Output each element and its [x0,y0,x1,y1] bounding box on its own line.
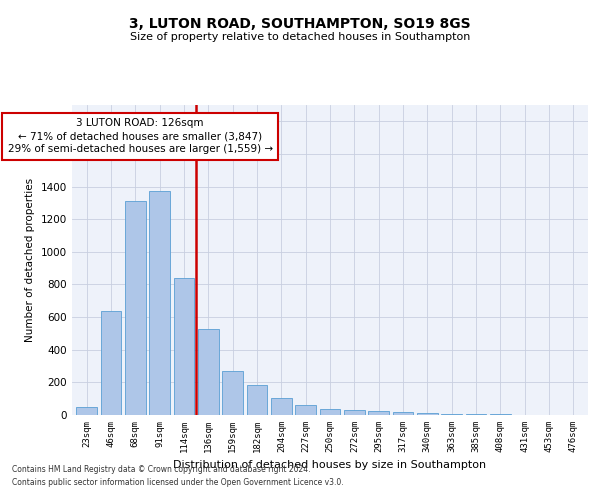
Text: 3 LUTON ROAD: 126sqm
← 71% of detached houses are smaller (3,847)
29% of semi-de: 3 LUTON ROAD: 126sqm ← 71% of detached h… [8,118,273,154]
Bar [344,410,365,415]
Bar [417,414,438,415]
Bar [320,410,340,415]
Bar [247,385,268,415]
Bar [368,411,389,415]
Bar [101,310,121,415]
X-axis label: Distribution of detached houses by size in Southampton: Distribution of detached houses by size … [173,460,487,470]
Bar [149,192,170,415]
Text: Size of property relative to detached houses in Southampton: Size of property relative to detached ho… [130,32,470,42]
Bar [490,414,511,415]
Bar [442,414,462,415]
Bar [392,412,413,415]
Y-axis label: Number of detached properties: Number of detached properties [25,178,35,342]
Bar [271,398,292,415]
Bar [198,328,218,415]
Bar [76,407,97,415]
Bar [222,371,243,415]
Text: Contains public sector information licensed under the Open Government Licence v3: Contains public sector information licen… [12,478,344,487]
Bar [173,278,194,415]
Bar [125,202,146,415]
Bar [466,414,487,415]
Bar [295,405,316,415]
Text: 3, LUTON ROAD, SOUTHAMPTON, SO19 8GS: 3, LUTON ROAD, SOUTHAMPTON, SO19 8GS [129,18,471,32]
Text: Contains HM Land Registry data © Crown copyright and database right 2024.: Contains HM Land Registry data © Crown c… [12,466,311,474]
